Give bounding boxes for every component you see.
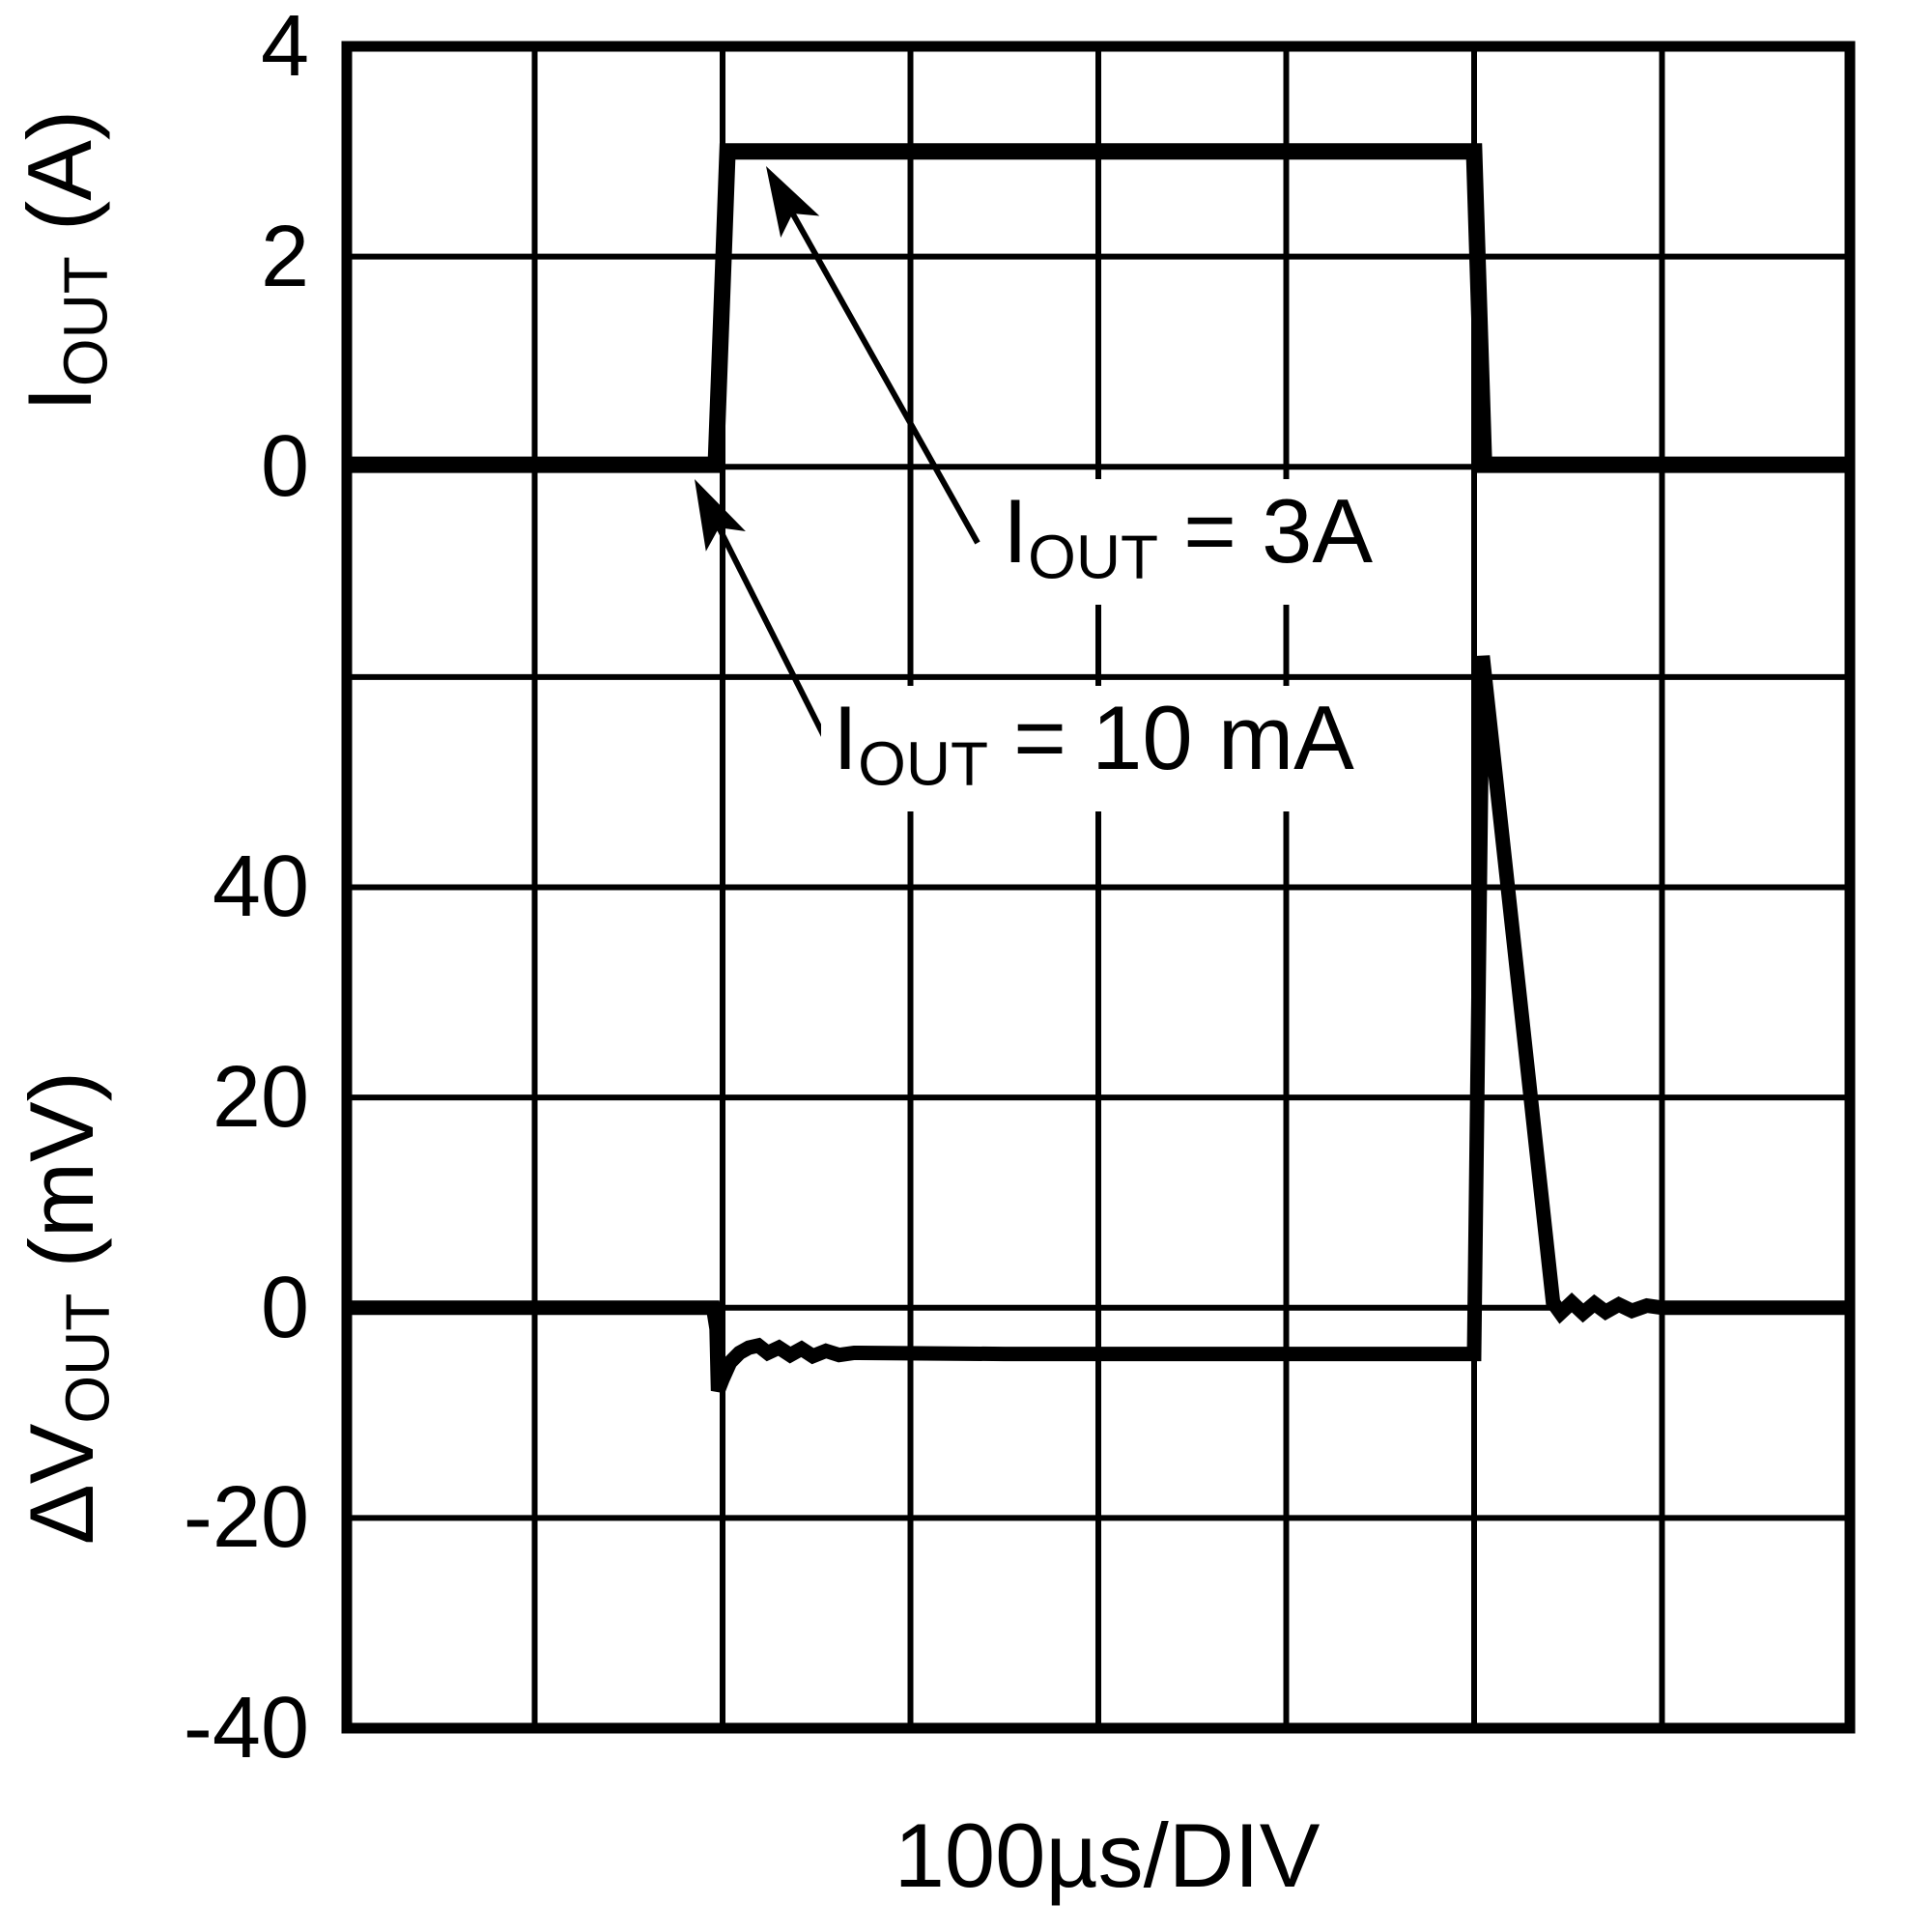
annotation-iout-3a-sub: OUT	[1028, 522, 1159, 592]
annotation-iout-3a-pre: I	[1003, 480, 1029, 582]
dvout-axis-title-post: (mV)	[11, 1070, 112, 1293]
annotation-arrow-line-1	[716, 526, 841, 767]
iout-tick-0: 0	[260, 418, 309, 515]
dvout-tick-neg40: -40	[183, 1680, 309, 1776]
dvout-axis-title-pre: ΔV	[11, 1423, 112, 1546]
annotation-arrowhead-1	[695, 479, 746, 552]
iout-axis-title: IOUT (A)	[0, 0, 123, 599]
dvout-tick-40: 40	[212, 838, 309, 935]
dvout-tick-neg20: -20	[183, 1469, 309, 1566]
dvout-axis-title: ΔVOUT (mV)	[0, 873, 125, 1743]
iout-axis-title-pre: I	[9, 386, 110, 412]
dvout-tick-20: 20	[212, 1049, 309, 1146]
annotation-iout-10ma-post: = 10 mA	[988, 687, 1354, 788]
annotation-arrowhead-0	[766, 166, 820, 238]
annotation-arrow-line-0	[789, 212, 980, 545]
dvout-tick-0: 0	[260, 1260, 309, 1356]
iout-axis-title-sub: OUT	[50, 256, 121, 387]
annotation-iout-3a-post: = 3A	[1158, 480, 1374, 582]
time-base-label: 100µs/DIV	[894, 1804, 1321, 1906]
iout-tick-4: 4	[260, 0, 309, 95]
annotation-iout-3a: IOUT = 3A	[991, 479, 1391, 605]
plot-border	[341, 41, 1856, 1734]
iout-axis-title-post: (A)	[9, 109, 110, 257]
trace-dvout	[347, 655, 1850, 1394]
annotation-iout-10ma-sub: OUT	[858, 728, 989, 799]
iout-tick-2: 2	[260, 209, 309, 305]
annotation-iout-10ma-pre: I	[833, 687, 859, 788]
annotation-iout-10ma: IOUT = 10 mA	[821, 686, 1372, 811]
trace-iout	[347, 143, 1850, 473]
dvout-axis-title-sub: OUT	[52, 1293, 123, 1424]
